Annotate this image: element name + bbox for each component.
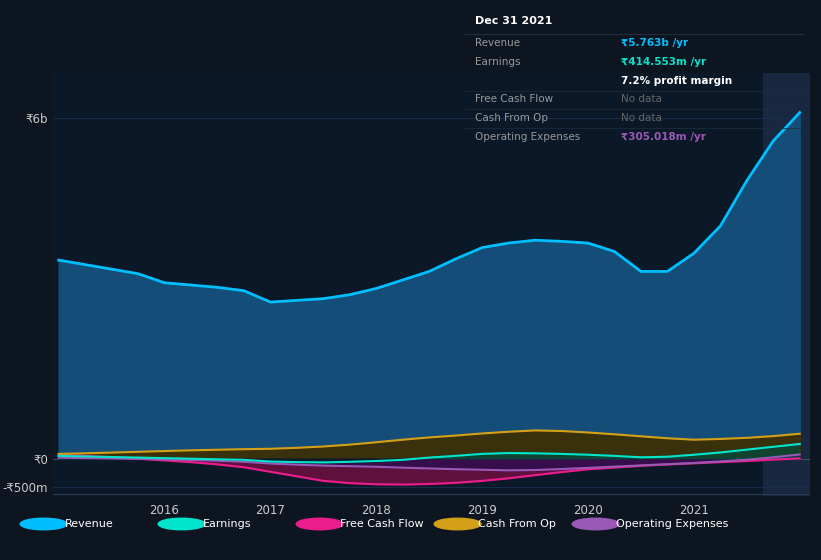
Text: ₹414.553m /yr: ₹414.553m /yr bbox=[621, 57, 707, 67]
Circle shape bbox=[158, 518, 205, 530]
Text: No data: No data bbox=[621, 95, 663, 104]
Text: Revenue: Revenue bbox=[475, 38, 521, 48]
Text: ₹305.018m /yr: ₹305.018m /yr bbox=[621, 132, 706, 142]
Circle shape bbox=[434, 518, 481, 530]
Text: Free Cash Flow: Free Cash Flow bbox=[475, 95, 553, 104]
Text: Cash From Op: Cash From Op bbox=[475, 113, 548, 123]
Circle shape bbox=[572, 518, 619, 530]
Text: Operating Expenses: Operating Expenses bbox=[617, 519, 729, 529]
Text: Free Cash Flow: Free Cash Flow bbox=[341, 519, 424, 529]
Text: ₹5.763b /yr: ₹5.763b /yr bbox=[621, 38, 689, 48]
Text: Cash From Op: Cash From Op bbox=[479, 519, 557, 529]
Text: 7.2% profit margin: 7.2% profit margin bbox=[621, 76, 732, 86]
Circle shape bbox=[21, 518, 67, 530]
Bar bbox=[763, 73, 821, 496]
Text: Earnings: Earnings bbox=[475, 57, 521, 67]
Text: Earnings: Earnings bbox=[203, 519, 251, 529]
Text: Operating Expenses: Operating Expenses bbox=[475, 132, 580, 142]
Circle shape bbox=[296, 518, 343, 530]
Text: Revenue: Revenue bbox=[64, 519, 113, 529]
Text: No data: No data bbox=[621, 113, 663, 123]
Text: Dec 31 2021: Dec 31 2021 bbox=[475, 16, 553, 26]
